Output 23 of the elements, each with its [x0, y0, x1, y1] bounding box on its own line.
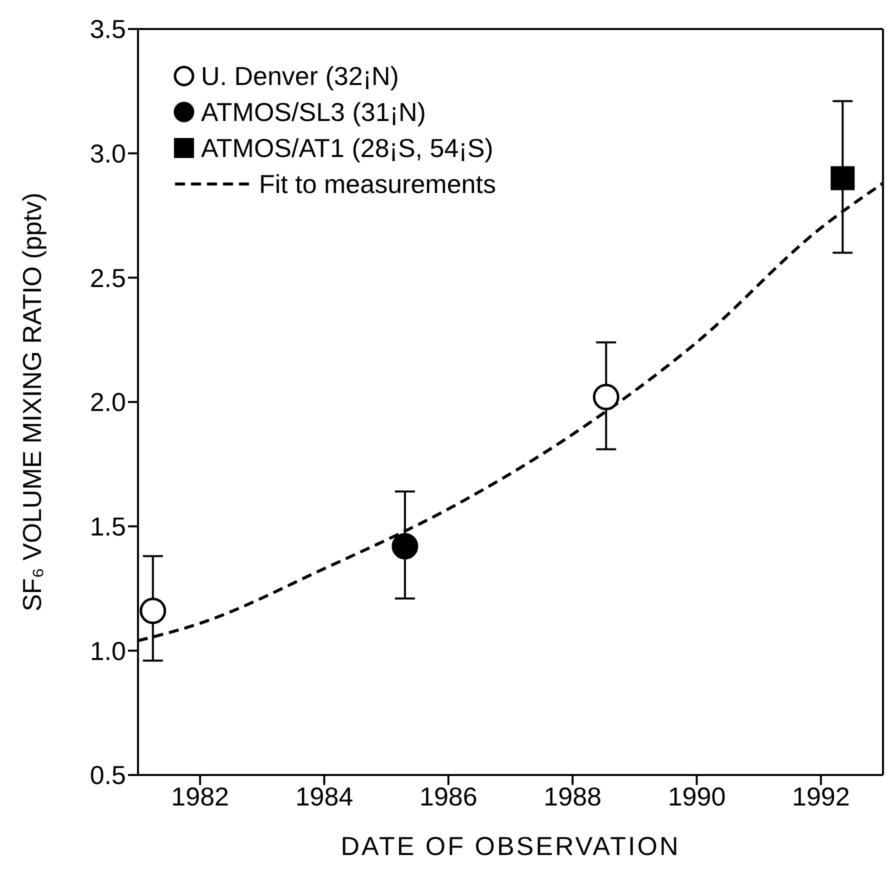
- y-tick-label: 1.0: [90, 636, 126, 666]
- point: [830, 166, 855, 190]
- x-tick-label: 1988: [544, 781, 602, 812]
- x-tick-label: 1986: [419, 781, 478, 812]
- legend-label: ATMOS/SL3 (31¡N): [201, 96, 426, 129]
- y-axis-title: SF₆ VOLUME MIXING RATIO (pptv): [17, 192, 48, 612]
- x-axis-title: DATE OF OBSERVATION: [340, 831, 680, 861]
- point: [392, 532, 418, 560]
- y-tick-label: 3.0: [90, 138, 126, 169]
- point: [592, 384, 620, 410]
- x-tick-label: 1982: [171, 781, 230, 812]
- y-tick-label: 0.5: [90, 760, 126, 790]
- x-tick-label: 1984: [295, 781, 354, 812]
- legend-label: Fit to measurements: [259, 168, 496, 201]
- y-tick-label: 1.5: [90, 512, 126, 542]
- y-tick-label: 2.5: [90, 262, 126, 293]
- x-tick-label: 1992: [792, 781, 850, 812]
- x-tick-label: 1990: [668, 781, 726, 812]
- y-tick-label: 3.5: [90, 14, 126, 44]
- legend-label: U. Denver (32¡N): [201, 60, 399, 93]
- point: [140, 598, 166, 624]
- y-tick-label: 2.0: [90, 387, 126, 418]
- legend-label: ATMOS/AT1 (28¡S, 54¡S): [201, 132, 494, 165]
